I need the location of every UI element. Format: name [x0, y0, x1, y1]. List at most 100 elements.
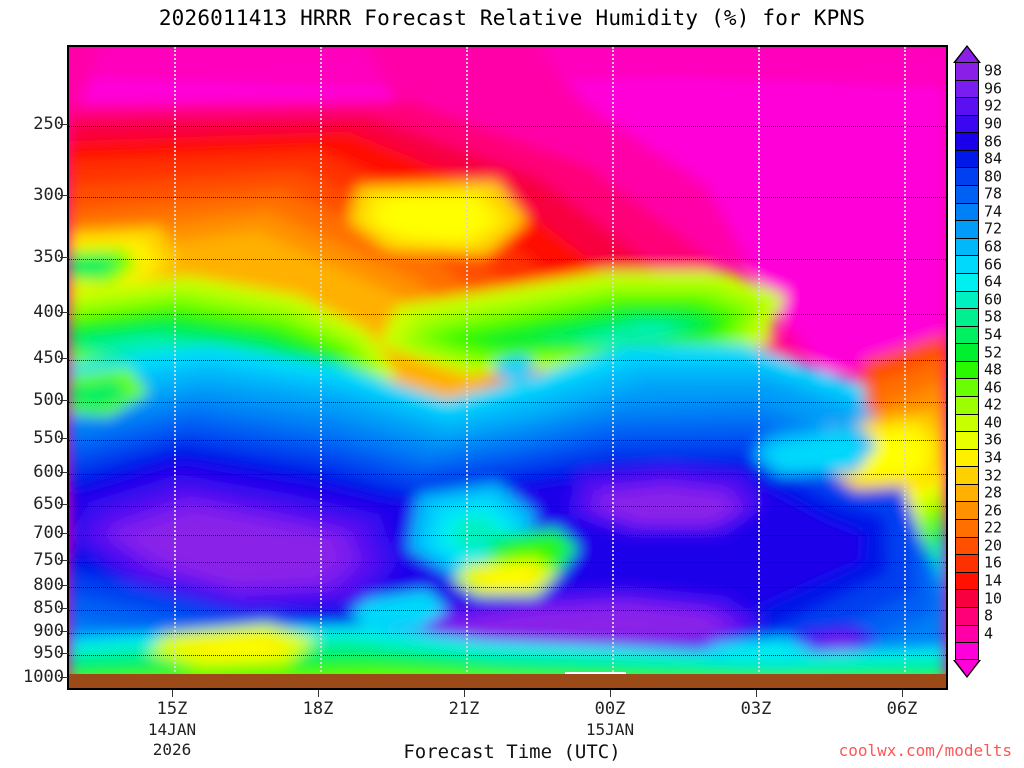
page-title: 2026011413 HRRR Forecast Relative Humidi… — [158, 6, 866, 30]
colorbar-label-98: 98 — [984, 61, 1003, 80]
x-tick-03Z — [756, 690, 757, 697]
colorbar-swatch-27: 20 — [955, 537, 1002, 555]
y-tick-label-900: 900 — [33, 621, 64, 641]
gridline-h-350 — [69, 259, 946, 260]
colorbar-label-8: 8 — [984, 606, 994, 625]
y-tick-label-800: 800 — [33, 575, 64, 595]
colorbar-label-46: 46 — [984, 378, 1003, 397]
colorbar-label-16: 16 — [984, 554, 1003, 573]
colorbar-label-32: 32 — [984, 466, 1003, 485]
colorbar-swatch-11: 66 — [955, 255, 1002, 273]
x-tick-00Z — [610, 690, 611, 697]
colorbar-swatch-10: 68 — [955, 238, 1002, 256]
colorbar-swatch-22: 34 — [955, 449, 1002, 467]
gridline-h-750 — [69, 562, 946, 563]
x-tick-label-18Z: 18Z — [302, 699, 334, 719]
x-tick-label-06Z: 06Z — [886, 699, 918, 719]
gridline-h-600 — [69, 474, 946, 475]
humidity-contour-field — [69, 47, 946, 688]
colorbar-swatch-8: 74 — [955, 203, 1002, 221]
colorbar-swatch-2: 92 — [955, 97, 1002, 115]
y-tick-800 — [60, 585, 68, 586]
y-tick-450 — [60, 358, 68, 359]
y-tick-500 — [60, 400, 68, 401]
colorbar-swatch-13: 60 — [955, 290, 1002, 308]
colorbar-bottom-arrow — [955, 660, 979, 676]
y-tick-1000 — [60, 677, 68, 678]
contour-plot — [67, 45, 948, 690]
y-tick-label-600: 600 — [33, 462, 64, 482]
gridline-v-03Z — [758, 47, 760, 688]
colorbar-swatch-23: 32 — [955, 466, 1002, 484]
x-tick-15Z — [172, 690, 173, 697]
colorbar-label-10: 10 — [984, 589, 1003, 608]
colorbar-label-4: 4 — [984, 624, 994, 643]
colorbar-swatch-32: 4 — [955, 624, 993, 642]
colorbar-label-36: 36 — [984, 431, 1003, 450]
y-axis: 250 300 350 400 450 500 550 600 650 700 750 800 850 9… — [0, 45, 1024, 690]
colorbar-swatch-24: 28 — [955, 484, 1002, 502]
colorbar-swatch-3: 90 — [955, 115, 1002, 133]
y-tick-label-450: 450 — [33, 348, 64, 368]
y-tick-600 — [60, 472, 68, 473]
colorbar-label-96: 96 — [984, 79, 1003, 98]
gridline-h-900 — [69, 633, 946, 634]
y-tick-750 — [60, 560, 68, 561]
colorbar-label-40: 40 — [984, 413, 1003, 432]
y-tick-label-400: 400 — [33, 302, 64, 322]
x-sublabel-15Z-1: 2026 — [152, 740, 192, 759]
x-tick-label-21Z: 21Z — [448, 699, 480, 719]
x-tick-06Z — [902, 690, 903, 697]
gridline-h-400 — [69, 314, 946, 315]
colorbar-swatch-5: 84 — [955, 150, 1002, 168]
colorbar-swatch-14: 58 — [955, 308, 1002, 326]
colorbar-label-90: 90 — [984, 114, 1003, 133]
colorbar-swatch-21: 36 — [955, 431, 1002, 449]
colorbar-swatch-16: 52 — [955, 343, 1002, 361]
colorbar-swatch-19: 42 — [955, 396, 1002, 414]
colorbar-label-42: 42 — [984, 395, 1003, 414]
colorbar-label-78: 78 — [984, 184, 1003, 203]
y-tick-400 — [60, 312, 68, 313]
gridline-h-650 — [69, 506, 946, 507]
watermark: coolwx.com/modelts — [838, 741, 1012, 760]
gridline-h-850 — [69, 610, 946, 611]
ground-notch — [564, 672, 626, 674]
y-tick-850 — [60, 608, 68, 609]
colorbar-label-60: 60 — [984, 290, 1003, 309]
colorbar-label-92: 92 — [984, 97, 1003, 116]
colorbar-label-28: 28 — [984, 483, 1003, 502]
colorbar-label-66: 66 — [984, 255, 1003, 274]
y-tick-label-850: 850 — [33, 598, 64, 618]
gridline-v-15Z — [174, 47, 176, 688]
colorbar-label-68: 68 — [984, 237, 1003, 256]
colorbar-label-26: 26 — [984, 501, 1003, 520]
x-sublabel-00Z-0: 15JAN — [585, 720, 635, 739]
colorbar-label-58: 58 — [984, 308, 1003, 327]
colorbar: 98 96 92 90 86 84 80 78 74 72 68 66 64 60 58 54 52 48 46 42… — [955, 62, 1002, 660]
colorbar-swatch-31: 8 — [955, 607, 993, 625]
y-tick-650 — [60, 504, 68, 505]
gridline-h-450 — [69, 360, 946, 361]
colorbar-swatch-25: 26 — [955, 501, 1002, 519]
colorbar-swatch-6: 80 — [955, 167, 1002, 185]
colorbar-label-54: 54 — [984, 325, 1003, 344]
colorbar-swatch-28: 16 — [955, 554, 1002, 572]
y-tick-550 — [60, 438, 68, 439]
y-tick-label-500: 500 — [33, 390, 64, 410]
gridline-h-250 — [69, 126, 946, 127]
colorbar-label-72: 72 — [984, 220, 1003, 239]
colorbar-swatch-4: 86 — [955, 132, 1002, 150]
colorbar-label-86: 86 — [984, 132, 1003, 151]
colorbar-swatch-12: 64 — [955, 273, 1002, 291]
gridline-h-550 — [69, 440, 946, 441]
colorbar-label-22: 22 — [984, 518, 1003, 537]
y-tick-label-300: 300 — [33, 185, 64, 205]
colorbar-swatch-20: 40 — [955, 413, 1002, 431]
y-tick-label-1000: 1000 — [23, 667, 64, 687]
y-tick-300 — [60, 195, 68, 196]
y-tick-900 — [60, 631, 68, 632]
y-tick-label-950: 950 — [33, 643, 64, 663]
y-tick-label-250: 250 — [33, 114, 64, 134]
x-sublabel-15Z-0: 14JAN — [147, 720, 197, 739]
